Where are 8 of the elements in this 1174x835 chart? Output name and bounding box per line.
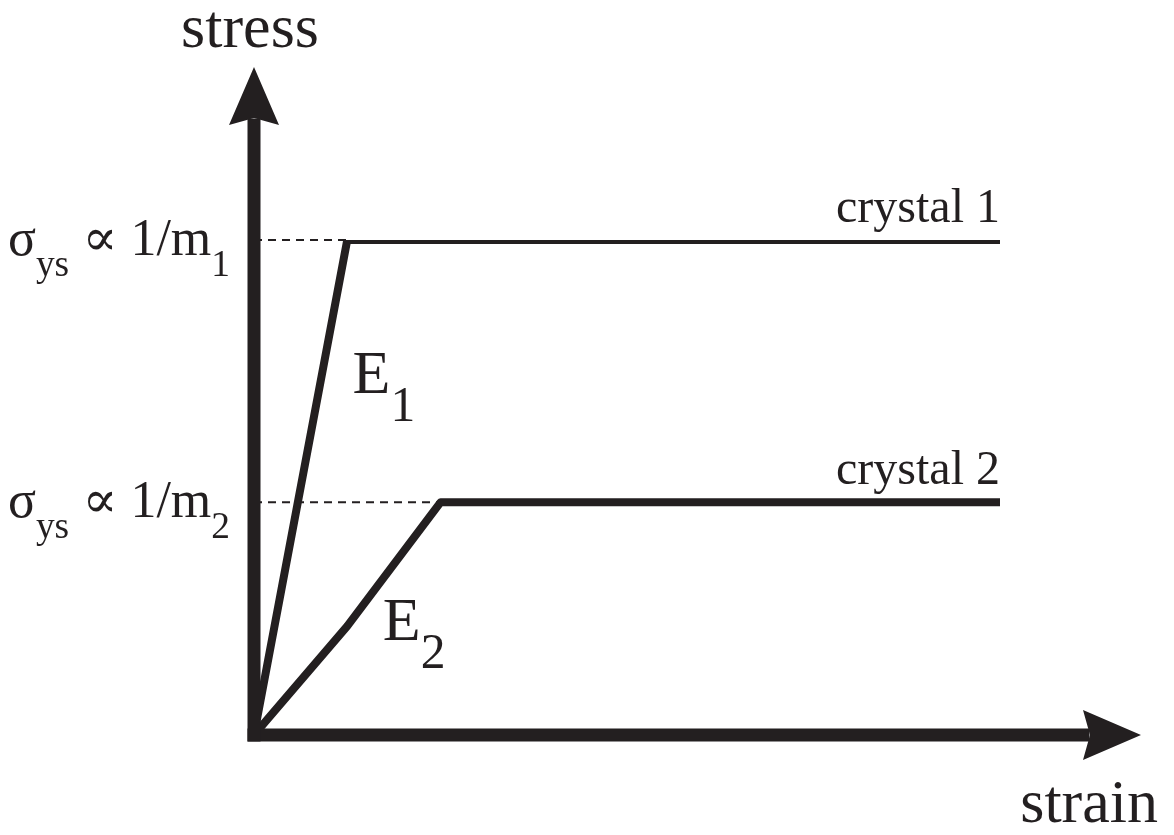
series-label: crystal 1 (836, 179, 1000, 232)
y-axis-title: stress (181, 0, 319, 60)
annotation: E$_{2}$ (382, 585, 446, 679)
series-label: crystal 2 (836, 441, 1000, 495)
x-axis-title: strain (1020, 767, 1158, 835)
ref-line-label: σ$_{ys}$ ∝ 1/m$_{2}$ (7, 471, 230, 546)
annotation: E$_{1}$ (352, 337, 416, 432)
ref-line-label: σ$_{ys}$ ∝ 1/m$_{1}$ (7, 209, 230, 284)
